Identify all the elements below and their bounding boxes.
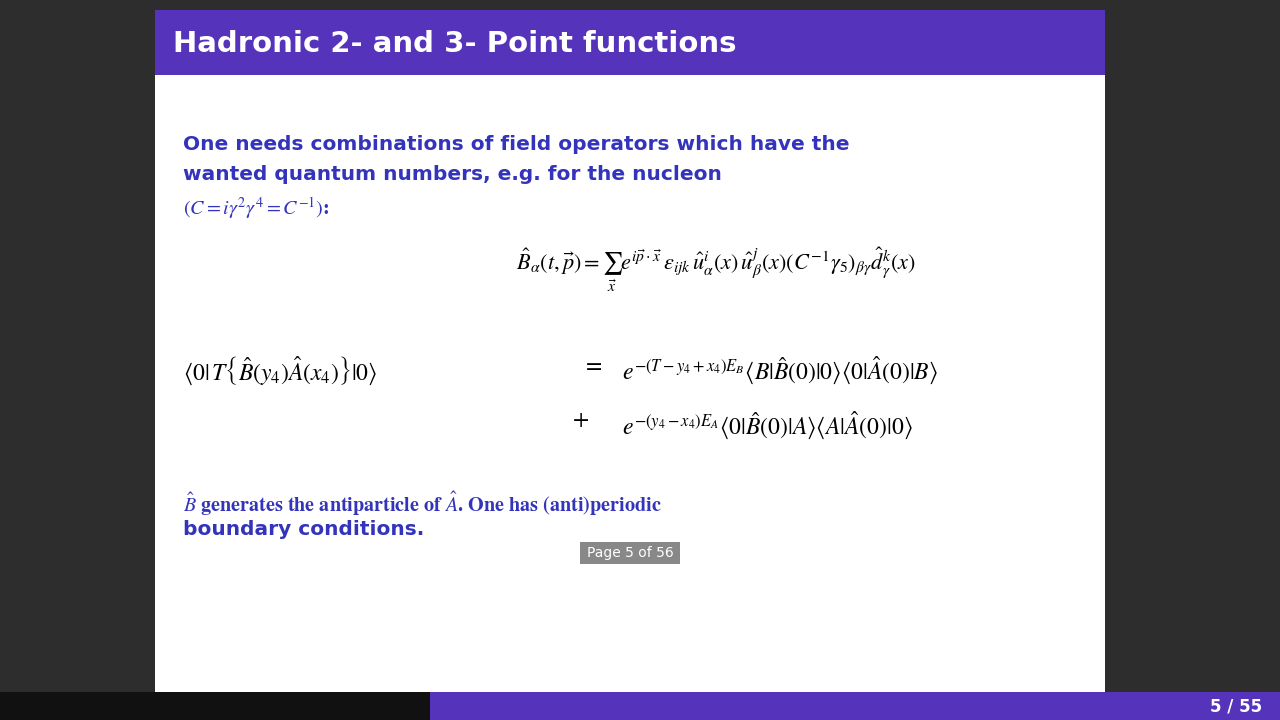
- Bar: [155, 10, 1105, 695]
- Bar: [430, 692, 1280, 720]
- Text: $e^{-(T-y_4+x_4)E_B}\langle B|\hat{B}(0)|0\rangle\langle 0|\hat{A}(0)|B\rangle$: $e^{-(T-y_4+x_4)E_B}\langle B|\hat{B}(0)…: [622, 355, 938, 387]
- Text: Hadronic 2- and 3- Point functions: Hadronic 2- and 3- Point functions: [173, 30, 736, 58]
- Bar: [0, 692, 430, 720]
- Bar: [580, 542, 680, 564]
- Text: $+$: $+$: [572, 410, 589, 431]
- Text: $\hat{B}$ generates the antiparticle of $\hat{A}$. One has (anti)periodic: $\hat{B}$ generates the antiparticle of …: [183, 490, 662, 518]
- Text: Page 5 of 56: Page 5 of 56: [586, 546, 673, 560]
- Text: $=$: $=$: [582, 355, 602, 377]
- Text: $(C = i\gamma^2\gamma^4 = C^{-1})$:: $(C = i\gamma^2\gamma^4 = C^{-1})$:: [183, 195, 330, 221]
- Text: $\hat{B}_\alpha(t,\vec{p}) = \sum_{\vec{x}} e^{i\vec{p}\cdot\vec{x}}\, \epsilon_: $\hat{B}_\alpha(t,\vec{p}) = \sum_{\vec{…: [516, 245, 916, 294]
- Text: 5 / 55: 5 / 55: [1210, 698, 1262, 716]
- Text: boundary conditions.: boundary conditions.: [183, 520, 424, 539]
- Text: $\langle 0|\, T\left\{\hat{B}(y_4)\hat{A}(x_4)\right\}|0\rangle$: $\langle 0|\, T\left\{\hat{B}(y_4)\hat{A…: [183, 355, 378, 387]
- Text: wanted quantum numbers, e.g. for the nucleon: wanted quantum numbers, e.g. for the nuc…: [183, 165, 722, 184]
- Bar: [155, 10, 1105, 75]
- Text: $e^{-(y_4-x_4)E_A}\langle 0|\hat{B}(0)|A\rangle\langle A|\hat{A}(0)|0\rangle$: $e^{-(y_4-x_4)E_A}\langle 0|\hat{B}(0)|A…: [622, 410, 913, 442]
- Text: One needs combinations of field operators which have the: One needs combinations of field operator…: [183, 135, 850, 154]
